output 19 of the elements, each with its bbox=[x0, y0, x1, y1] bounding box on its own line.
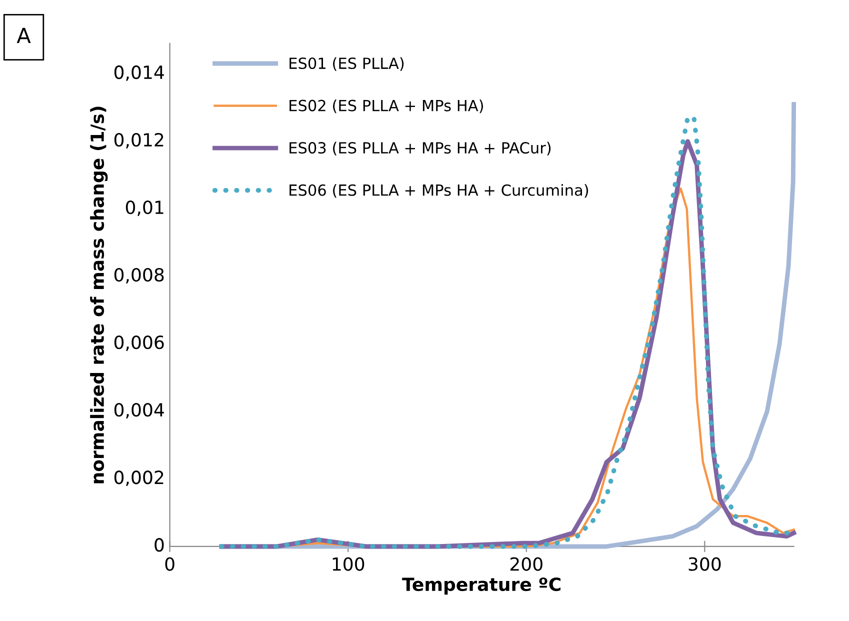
x-tick-label: 300 bbox=[688, 557, 721, 571]
y-tick-label: 0 bbox=[154, 538, 164, 552]
y-tick-label: 0,008 bbox=[114, 268, 164, 284]
y-tick-label: 0,012 bbox=[114, 132, 164, 148]
x-tick-label: 200 bbox=[510, 557, 542, 571]
legend-label: ES01 (ES PLLA) bbox=[290, 57, 404, 71]
y-tick-label: 0,002 bbox=[114, 470, 164, 486]
legend-label: ES03 (ES PLLA + MPs HA + PACur) bbox=[290, 142, 551, 156]
y-tick-label: 0,01 bbox=[126, 200, 164, 216]
x-tick-label: 100 bbox=[332, 557, 364, 571]
legend-label: ES02 (ES PLLA + MPs HA) bbox=[290, 100, 483, 114]
y-tick-label: 0,006 bbox=[114, 336, 164, 352]
y-tick-label: 0,004 bbox=[114, 403, 164, 419]
y-tick-label: 0,014 bbox=[114, 65, 164, 81]
x-tick-label: 0 bbox=[165, 557, 174, 571]
text: A bbox=[16, 28, 31, 44]
legend-label: ES06 (ES PLLA + MPs HA + Curcumina) bbox=[290, 184, 588, 198]
y-axis-title: normalized rate of mass change (1/s) bbox=[90, 106, 108, 484]
x-axis-title: Temperature ºC bbox=[402, 577, 560, 595]
